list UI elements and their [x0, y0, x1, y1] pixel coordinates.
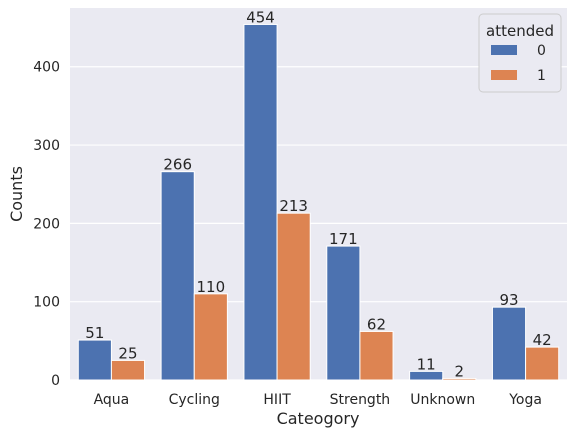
- data-label: 93: [499, 291, 518, 309]
- x-axis-label: Cateogory: [277, 409, 360, 428]
- data-label: 2: [455, 362, 465, 380]
- data-label: 266: [163, 156, 192, 174]
- bar-unknown-series-0: [409, 370, 444, 381]
- y-tick-label: 300: [33, 138, 60, 154]
- bar-strength-series-0: [326, 245, 361, 381]
- bar-cycling-series-1: [193, 293, 228, 381]
- bar-unknown-series-1: [442, 377, 477, 381]
- y-axis-ticks: 0 100 200 300 400: [33, 60, 60, 389]
- x-tick-label: Strength: [330, 392, 391, 408]
- x-tick-label: HIIT: [263, 392, 291, 408]
- y-tick-label: 0: [51, 373, 60, 389]
- bar-yoga-series-1: [525, 346, 560, 381]
- data-label: 11: [417, 355, 436, 373]
- gridlines: [70, 66, 567, 381]
- y-tick-label: 400: [33, 60, 60, 76]
- y-tick-label: 200: [33, 216, 60, 232]
- bar-strength-series-1: [359, 330, 394, 381]
- x-axis-ticks: Aqua Cycling HIIT Strength Unknown Yoga: [94, 392, 542, 408]
- y-tick-label: 100: [33, 295, 60, 311]
- legend-title: attended: [486, 22, 554, 40]
- data-labels: 51 25 266 110 454 213 171 62 11 2 93 42: [85, 8, 551, 380]
- legend-label-1: 1: [537, 68, 546, 84]
- legend-label-0: 0: [537, 43, 546, 59]
- data-label: 213: [279, 197, 308, 215]
- y-axis-label: Counts: [7, 166, 26, 222]
- legend-swatch-1: [491, 70, 517, 80]
- legend-swatch-0: [491, 45, 517, 55]
- bar-cycling-series-0: [160, 171, 195, 381]
- data-label: 454: [246, 8, 275, 26]
- legend: attended 0 1: [478, 13, 562, 93]
- data-label: 42: [533, 331, 552, 349]
- data-label: 171: [329, 230, 358, 248]
- bar-aqua-series-0: [77, 339, 112, 381]
- x-tick-label: Aqua: [94, 392, 130, 408]
- data-label: 62: [367, 315, 386, 333]
- data-label: 51: [85, 324, 104, 342]
- x-tick-label: Unknown: [410, 392, 475, 408]
- bar-hiit-series-0: [243, 23, 278, 381]
- bar-yoga-series-0: [491, 306, 527, 381]
- bar-hiit-series-1: [276, 212, 311, 381]
- x-tick-label: Cycling: [169, 392, 220, 408]
- x-tick-label: Yoga: [508, 392, 542, 408]
- bars: [77, 23, 560, 381]
- bar-aqua-series-1: [110, 359, 146, 381]
- data-label: 25: [118, 344, 137, 362]
- data-label: 110: [196, 278, 225, 296]
